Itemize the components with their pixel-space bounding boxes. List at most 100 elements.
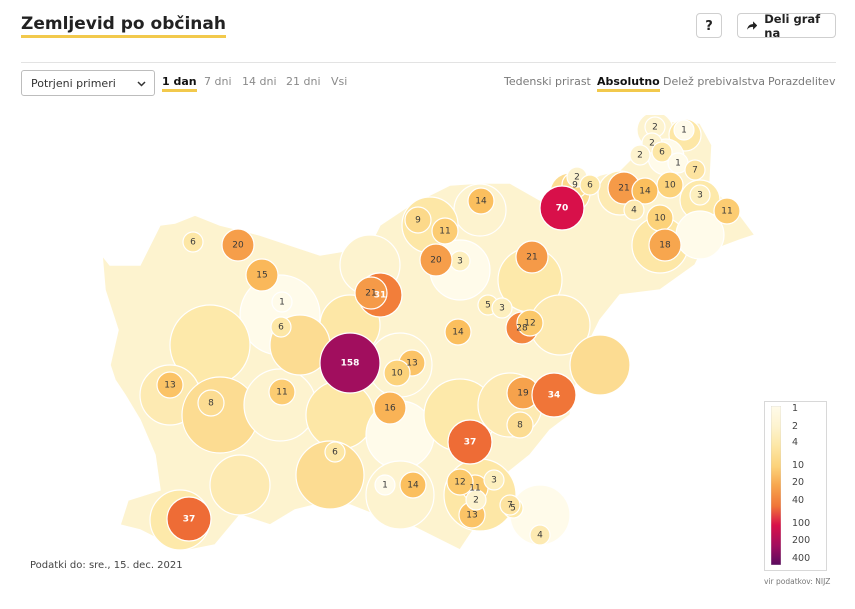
municipality-shape[interactable] [539,185,585,231]
municipality-value-label: 3 [491,476,497,486]
tab-absolute[interactable]: Absolutno [597,75,660,92]
municipality-value-label: 6 [332,448,338,458]
municipality-shape[interactable] [629,144,651,166]
municipality-area[interactable] [209,454,271,516]
municipality-value-label: 9 [572,181,578,191]
municipality-shape[interactable] [529,524,551,546]
municipality-shape[interactable] [673,119,695,141]
municipality-shape[interactable] [319,332,381,394]
municipality-value-label: 10 [654,214,666,224]
municipality-shape[interactable] [465,489,487,511]
municipality-shape[interactable] [648,228,682,262]
share-button[interactable]: Deli graf na [737,12,836,40]
tab-period-1-day[interactable]: 1 dan [162,75,197,92]
municipality-shape[interactable] [515,240,549,274]
municipality-value-label: 14 [407,481,419,491]
municipality-value-label: 21 [526,253,537,263]
tab-distribution[interactable]: Porazdelitev [768,75,836,88]
municipality-shape[interactable] [245,258,279,292]
tab-period-7-days[interactable]: 7 dni [204,75,232,88]
municipality-area[interactable] [295,440,365,510]
municipality-shape[interactable] [447,419,493,465]
municipality-value-label: 8 [517,421,523,431]
municipality-value-label: 12 [454,478,465,488]
municipality-shape[interactable] [506,411,534,439]
municipality-shape[interactable] [579,174,601,196]
tab-population-share[interactable]: Delež prebivalstva [663,75,766,88]
municipality-value-label: 2 [473,496,479,506]
municipality-shape[interactable] [531,372,577,418]
municipality-shape[interactable] [270,316,292,338]
municipality-area[interactable] [569,334,631,396]
municipality-value-label: 37 [183,515,196,525]
municipality-value-label: 6 [659,148,665,158]
measure-select[interactable]: Potrjeni primeri [21,70,155,96]
municipality-shape[interactable] [651,141,673,163]
municipality-shape[interactable] [684,159,706,181]
municipality-value-label: 3 [499,304,505,314]
municipality-value-label: 2 [574,173,580,183]
municipality-shape[interactable] [419,243,453,277]
municipality-value-label: 21 [365,289,376,299]
municipality-shape[interactable] [446,468,474,496]
municipality-value-label: 11 [439,227,450,237]
share-arrow-icon [747,20,758,30]
municipality-shape[interactable] [373,391,407,425]
help-button[interactable]: ? [696,13,722,38]
municipality-shape[interactable] [197,389,225,417]
municipality-value-label: 14 [475,197,487,207]
municipality-value-label: 16 [384,404,396,414]
legend-tick: 1 [792,403,799,414]
municipality-value-label: 70 [556,204,569,214]
tab-weekly-growth[interactable]: Tedenski prirast [504,75,591,88]
municipality-shape[interactable] [491,297,513,319]
municipality-value-label: 1 [681,126,687,136]
tab-period-14-days[interactable]: 14 dni [242,75,277,88]
municipality-area[interactable] [365,460,435,530]
municipality-value-label: 3 [457,257,463,267]
municipality-value-label: 11 [721,207,732,217]
municipality-value-label: 28 [516,324,528,334]
municipality-shape[interactable] [268,378,296,406]
municipality-shape[interactable] [354,276,388,310]
municipality-value-label: 34 [548,391,561,401]
municipality-shape[interactable] [483,469,505,491]
municipality-shape[interactable] [467,187,495,215]
municipality-shape[interactable] [623,199,645,221]
tab-period-21-days[interactable]: 21 dni [286,75,321,88]
legend-tick: 2 [792,421,799,432]
municipality-shape[interactable] [444,318,472,346]
municipality-shape[interactable] [516,309,544,337]
legend-tick: 20 [792,477,805,488]
municipality-shape[interactable] [713,197,741,225]
municipality-shape[interactable] [374,474,396,496]
legend-gradient [771,406,781,565]
municipality-shape[interactable] [324,441,346,463]
municipality-shape[interactable] [499,494,521,516]
municipality-shape[interactable] [182,231,204,253]
municipality-shape[interactable] [166,496,212,542]
municipality-shape[interactable] [221,228,255,262]
municipality-value-label: 2 [637,151,643,161]
municipality-shape[interactable] [271,291,293,313]
municipality-value-label: 158 [341,359,360,369]
legend-tick: 100 [792,518,811,529]
data-date-footnote: Podatki do: sre., 15. dec. 2021 [30,560,183,571]
municipality-shape[interactable] [399,471,427,499]
municipality-shape[interactable] [404,206,432,234]
municipality-shape[interactable] [631,177,659,205]
municipality-shape[interactable] [689,184,711,206]
municipality-value-label: 4 [631,206,637,216]
municipality-value-label: 21 [618,184,629,194]
legend-tick: 40 [792,495,805,506]
municipality-value-label: 7 [692,166,698,176]
municipality-value-label: 18 [659,241,671,251]
tab-period-all[interactable]: Vsi [331,75,348,88]
municipality-shape[interactable] [383,359,411,387]
legend-tick: 4 [792,437,799,448]
municipality-shape[interactable] [156,371,184,399]
municipality-shape[interactable] [431,217,459,245]
legend-tick: 200 [792,535,811,546]
chevron-down-icon [137,81,146,87]
